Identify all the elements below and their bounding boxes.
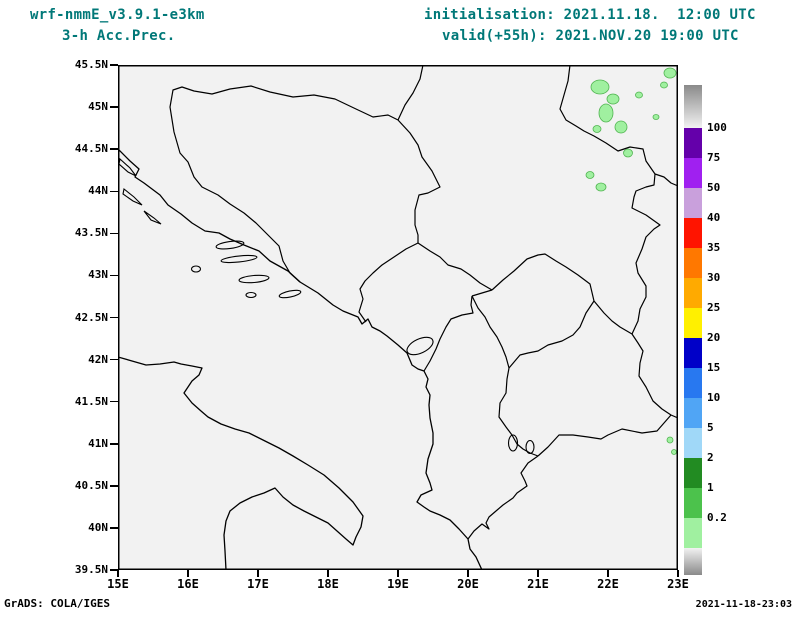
legend-level-label: 75	[707, 151, 721, 164]
y-axis-label: 43.5N	[74, 226, 108, 240]
lakes	[406, 336, 535, 455]
x-axis-tick	[467, 570, 469, 577]
legend-overflow-cap	[684, 85, 702, 128]
legend-level-label: 2	[707, 451, 714, 464]
model-title: wrf-nmmE_v3.9.1-e3km	[30, 7, 205, 23]
map-background	[118, 65, 678, 570]
legend-color-segment	[684, 398, 702, 428]
y-axis-label: 42N	[88, 352, 108, 366]
legend-color-segment	[684, 428, 702, 458]
legend-level-label: 20	[707, 331, 721, 344]
y-axis-label: 42.5N	[74, 310, 108, 324]
legend-level-label: 15	[707, 361, 721, 374]
grads-credit: GrADS: COLA/IGES	[4, 597, 110, 610]
y-axis-label: 40N	[88, 520, 108, 534]
y-axis-tick	[110, 316, 118, 319]
y-axis-tick	[110, 106, 118, 108]
y-axis-tick	[110, 64, 118, 66]
y-axis-label: 39.5N	[74, 563, 108, 576]
x-axis-label: 17E	[247, 577, 269, 591]
legend-level-label: 1	[707, 481, 714, 494]
legend-color-segment	[684, 158, 702, 188]
x-axis-label: 23E	[667, 577, 689, 591]
coastlines	[117, 148, 483, 571]
legend-level-label: 50	[707, 181, 721, 194]
y-axis-label: 44N	[88, 184, 108, 198]
legend-colorbar	[684, 85, 702, 575]
precip-areas	[585, 67, 677, 455]
legend-level-label: 10	[707, 391, 721, 404]
y-axis-tick	[110, 569, 118, 571]
legend-color-segment	[684, 368, 702, 398]
y-axis-tick	[110, 527, 118, 529]
valid-time-label: valid(+55h): 2021.NOV.20 19:00 UTC	[442, 28, 739, 44]
legend-color-segment	[684, 488, 702, 518]
y-axis-tick	[110, 358, 118, 361]
x-axis-tick	[327, 570, 329, 577]
x-axis-label: 18E	[317, 577, 339, 591]
x-axis-label: 22E	[597, 577, 619, 591]
legend-level-label: 100	[707, 121, 727, 134]
y-axis-tick	[110, 232, 118, 235]
x-axis-tick	[187, 570, 189, 577]
x-axis-label: 21E	[527, 577, 549, 591]
country-borders	[169, 64, 679, 540]
y-axis-label: 45N	[88, 100, 108, 114]
y-axis-label: 44.5N	[74, 142, 108, 156]
legend-color-segment	[684, 128, 702, 158]
legend-level-label: 25	[707, 301, 721, 314]
init-time-label: initialisation: 2021.11.18. 12:00 UTC	[424, 7, 756, 23]
legend-color-segment	[684, 218, 702, 248]
x-axis-tick	[397, 570, 399, 577]
legend-level-label: 0.2	[707, 511, 727, 524]
x-axis-label: 19E	[387, 577, 409, 591]
y-axis-tick	[110, 190, 118, 192]
y-axis-label: 41N	[88, 436, 108, 450]
legend-color-segment	[684, 518, 702, 548]
y-axis-tick	[110, 400, 118, 403]
y-axis-label: 43N	[88, 268, 108, 282]
map-plot	[117, 64, 679, 571]
legend-color-segment	[684, 308, 702, 338]
legend-level-label: 35	[707, 241, 721, 254]
y-axis-tick	[110, 485, 118, 487]
y-axis-label: 40.5N	[74, 478, 108, 492]
y-axis-label: 41.5N	[74, 394, 108, 408]
y-axis-tick	[110, 148, 118, 150]
legend-color-segment	[684, 188, 702, 218]
legend-level-label: 40	[707, 211, 721, 224]
x-axis-tick	[537, 570, 539, 577]
legend-color-segment	[684, 278, 702, 308]
generation-timestamp: 2021-11-18-23:03	[695, 599, 792, 610]
x-axis-tick	[257, 570, 259, 577]
legend: 100 75 50 40 35 30 25 20 15 10 5 2 1 0.2	[684, 85, 748, 579]
y-axis-label: 45.5N	[74, 58, 108, 71]
y-axis-tick	[110, 274, 118, 277]
legend-level-label: 5	[707, 421, 714, 434]
legend-color-segment	[684, 458, 702, 488]
x-axis-tick	[607, 570, 609, 577]
y-axis-tick	[110, 443, 118, 445]
legend-underflow-cap	[684, 548, 702, 575]
map-frame	[118, 65, 678, 570]
product-title: 3-h Acc.Prec.	[62, 28, 176, 44]
map-svg	[117, 64, 679, 571]
x-axis-label: 16E	[177, 577, 199, 591]
legend-color-segment	[684, 248, 702, 278]
legend-level-label: 30	[707, 271, 721, 284]
x-axis-label: 15E	[107, 577, 129, 591]
x-axis-tick	[677, 570, 679, 577]
legend-color-segment	[684, 338, 702, 368]
x-axis-label: 20E	[457, 577, 479, 591]
x-axis-tick	[117, 570, 119, 577]
